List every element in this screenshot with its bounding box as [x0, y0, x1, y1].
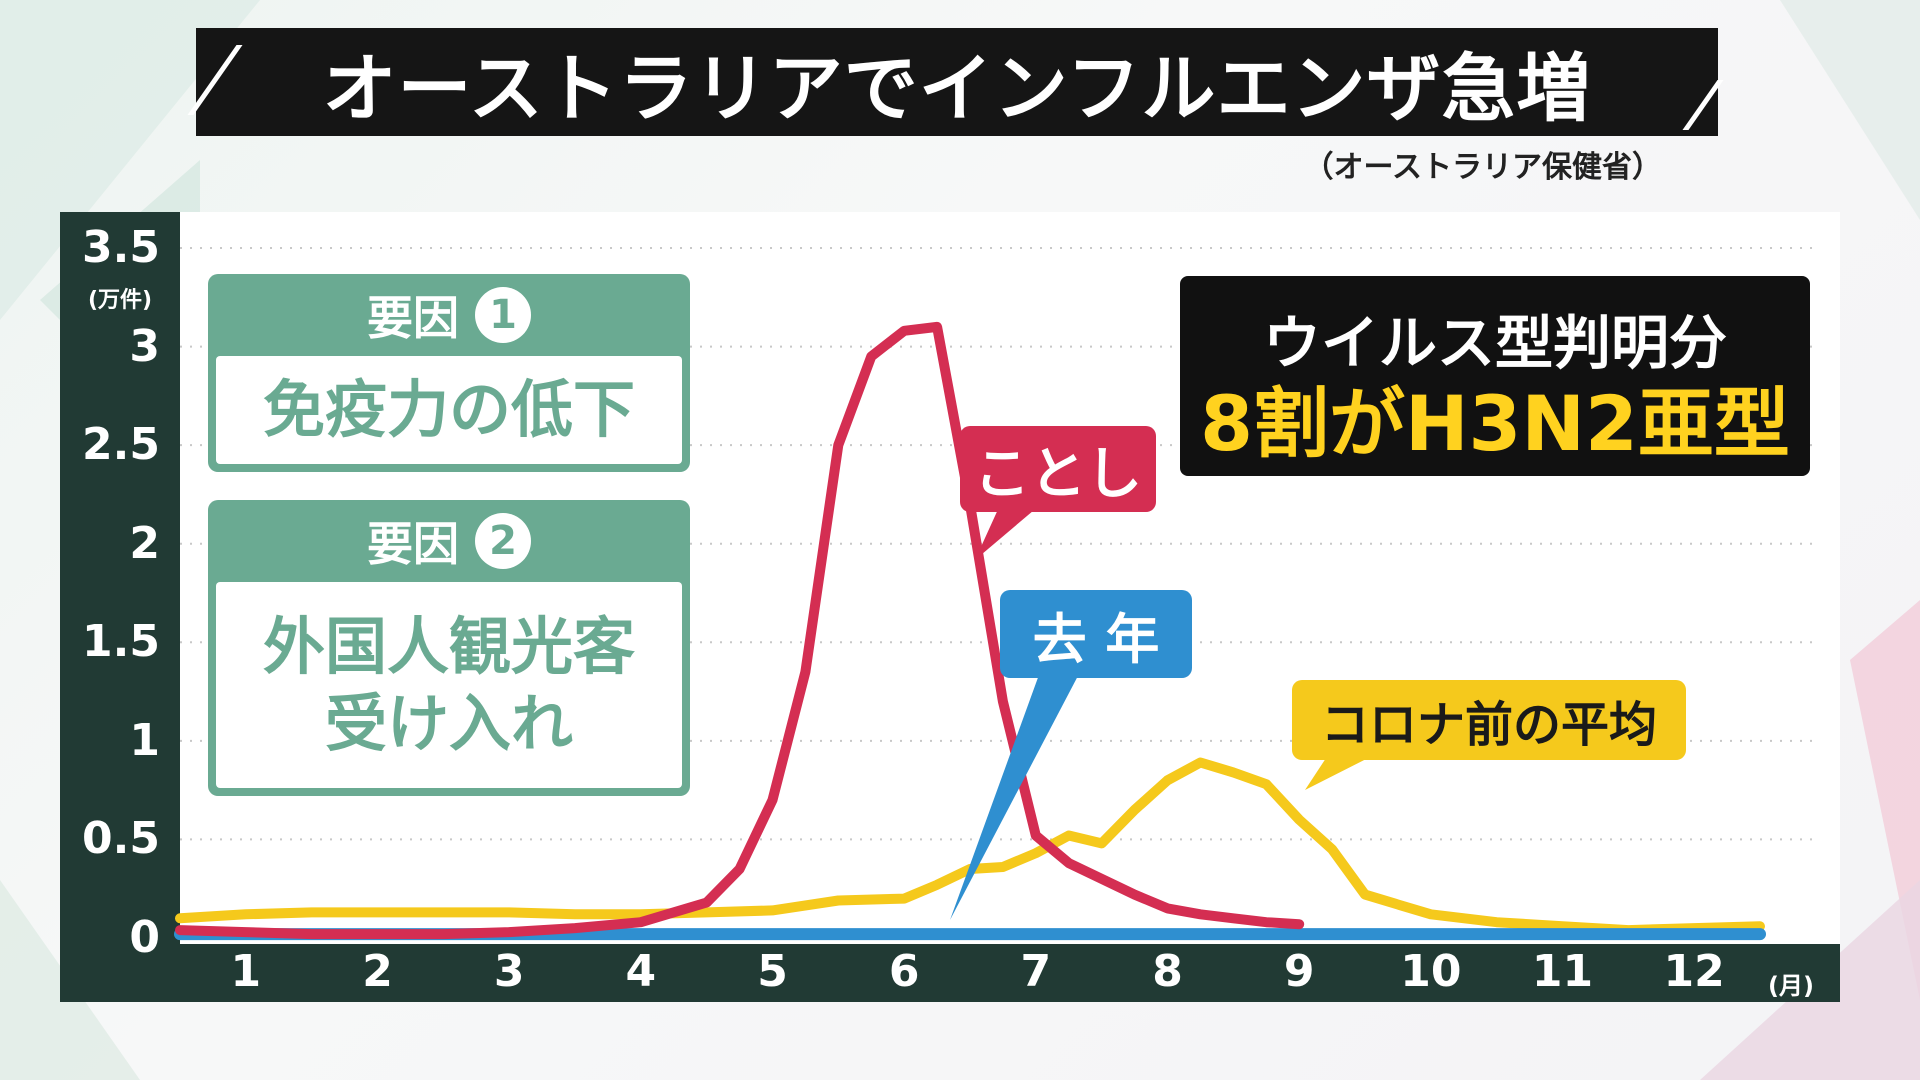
- y-tick-label: 2.5: [82, 419, 160, 471]
- series-line-2: [175, 321, 1305, 940]
- factor-head-label: 要因: [367, 517, 459, 571]
- factor-number-badge: 2: [475, 513, 531, 569]
- factor-box-1: 要因 1 免疫力の低下: [208, 274, 690, 472]
- x-axis-unit: (月): [1768, 972, 1814, 1000]
- factor-number-badge: 1: [475, 287, 531, 343]
- callout-pre-covid: コロナ前の平均: [1292, 680, 1686, 760]
- callout-this-year: ことし: [960, 426, 1156, 512]
- virus-info-line1: ウイルス型判明分: [1262, 309, 1727, 377]
- factor-head-label: 要因: [367, 291, 459, 345]
- x-tick-label: 11: [1531, 946, 1594, 997]
- y-tick-label: 3: [129, 320, 160, 372]
- y-tick-label: 0.5: [82, 813, 160, 865]
- y-tick-label: 1.5: [82, 616, 160, 668]
- factor-box-2: 要因 2 外国人観光客 受け入れ: [208, 500, 690, 796]
- factor-body-1: 免疫力の低下: [216, 356, 682, 464]
- x-tick-label: 6: [888, 946, 920, 997]
- y-axis-unit: (万件): [87, 288, 153, 313]
- factor-body-2: 外国人観光客 受け入れ: [216, 582, 682, 788]
- factor-head-1: 要因 1: [208, 274, 690, 356]
- x-tick-label: 10: [1400, 946, 1462, 997]
- virus-info-box: ウイルス型判明分 8割がH3N2亜型: [1180, 276, 1810, 476]
- virus-info-line2: 8割がH3N2亜型: [1200, 379, 1790, 468]
- page-title: オーストラリアでインフルエンザ急増: [322, 45, 1592, 132]
- x-tick-label: 4: [625, 946, 657, 997]
- x-tick-label: 1: [230, 946, 262, 997]
- callout-last-year: 去 年: [1000, 590, 1192, 678]
- title-bar: オーストラリアでインフルエンザ急増: [196, 28, 1718, 136]
- x-tick-label: 3: [493, 946, 525, 997]
- x-tick-label: 7: [1020, 946, 1052, 997]
- x-tick-label: 2: [362, 946, 393, 997]
- x-tick-label: 12: [1663, 946, 1725, 997]
- y-tick-label: 1: [129, 714, 160, 766]
- y-tick-label: 3.5: [82, 222, 160, 273]
- x-tick-label: 8: [1152, 946, 1183, 997]
- y-tick-label: 2: [129, 517, 160, 569]
- factor-head-2: 要因 2: [208, 500, 690, 582]
- source-label: （オーストラリア保健省）: [1303, 150, 1663, 185]
- x-tick-label: 5: [757, 946, 788, 997]
- x-tick-label: 9: [1283, 946, 1315, 997]
- y-tick-label: 0: [129, 912, 160, 963]
